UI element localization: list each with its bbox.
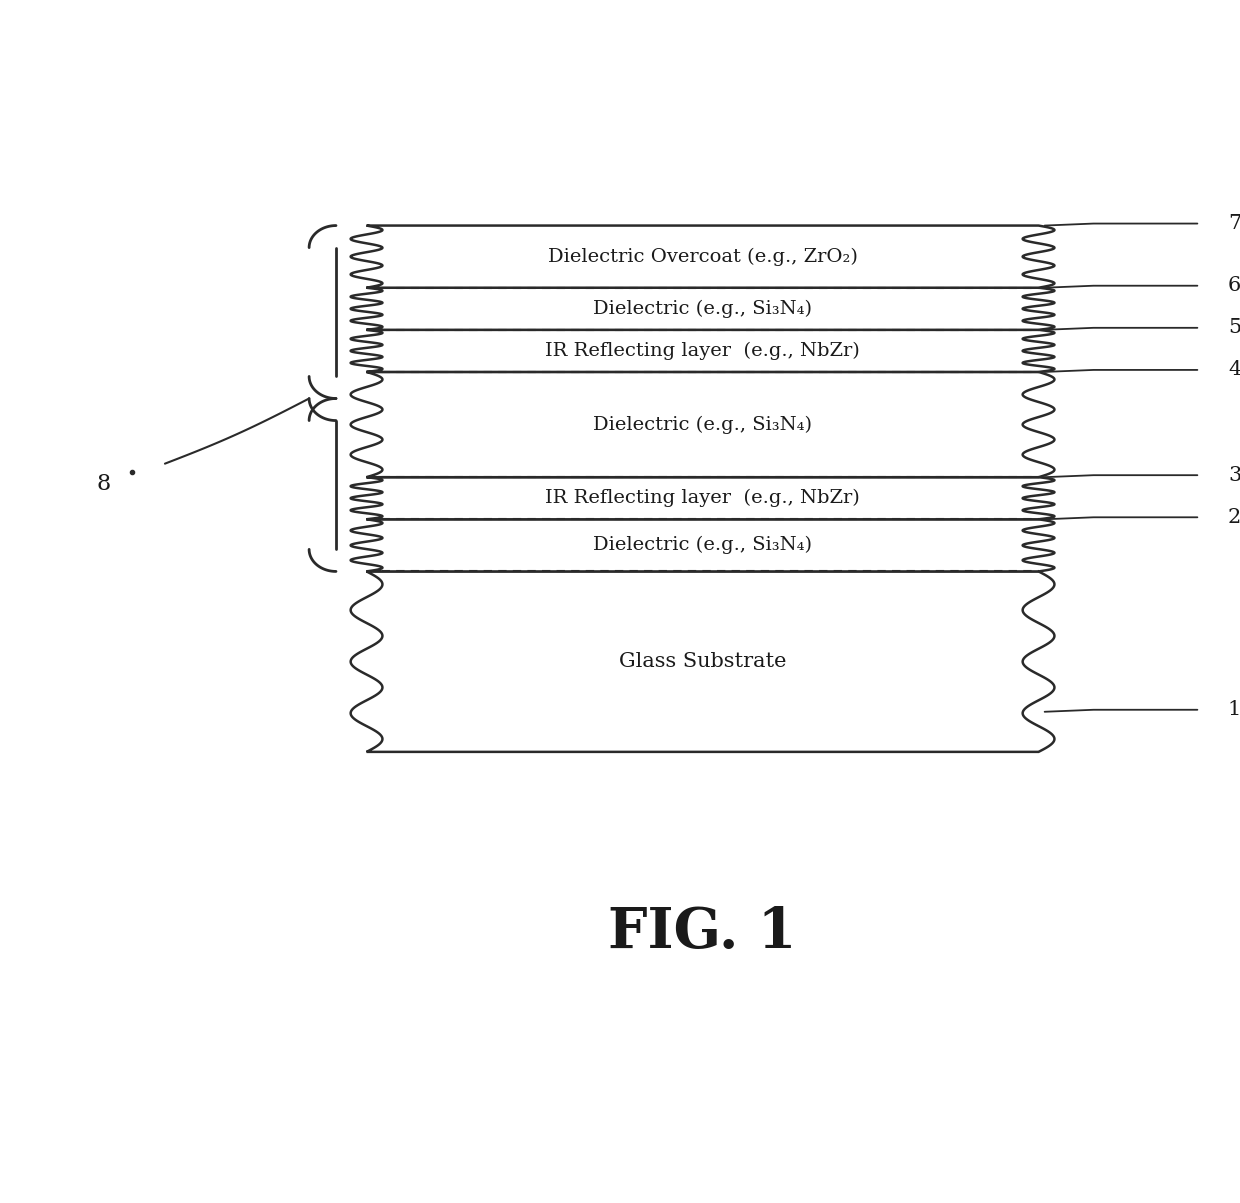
Polygon shape [351, 288, 1054, 330]
Polygon shape [351, 571, 1054, 752]
Polygon shape [351, 226, 1054, 288]
Text: Dielectric (e.g., Si₃N₄): Dielectric (e.g., Si₃N₄) [593, 415, 812, 434]
Text: FIG. 1: FIG. 1 [609, 905, 797, 960]
Text: 5: 5 [1228, 319, 1240, 337]
Text: 2: 2 [1228, 508, 1240, 527]
Text: Glass Substrate: Glass Substrate [619, 652, 786, 671]
Polygon shape [351, 372, 1054, 478]
Text: 1: 1 [1228, 700, 1240, 719]
Text: Dielectric Overcoat (e.g., ZrO₂): Dielectric Overcoat (e.g., ZrO₂) [548, 248, 858, 266]
Text: 3: 3 [1228, 466, 1240, 485]
Text: 6: 6 [1228, 277, 1240, 295]
Text: IR Reflecting layer  (e.g., NbZr): IR Reflecting layer (e.g., NbZr) [546, 490, 859, 508]
Polygon shape [351, 330, 1054, 372]
Text: Dielectric (e.g., Si₃N₄): Dielectric (e.g., Si₃N₄) [593, 300, 812, 318]
Text: 4: 4 [1228, 361, 1240, 379]
Polygon shape [351, 520, 1054, 571]
Text: 7: 7 [1228, 214, 1240, 233]
Text: 8: 8 [97, 473, 110, 494]
Polygon shape [351, 478, 1054, 520]
Text: IR Reflecting layer  (e.g., NbZr): IR Reflecting layer (e.g., NbZr) [546, 342, 859, 360]
Text: Dielectric (e.g., Si₃N₄): Dielectric (e.g., Si₃N₄) [593, 537, 812, 555]
